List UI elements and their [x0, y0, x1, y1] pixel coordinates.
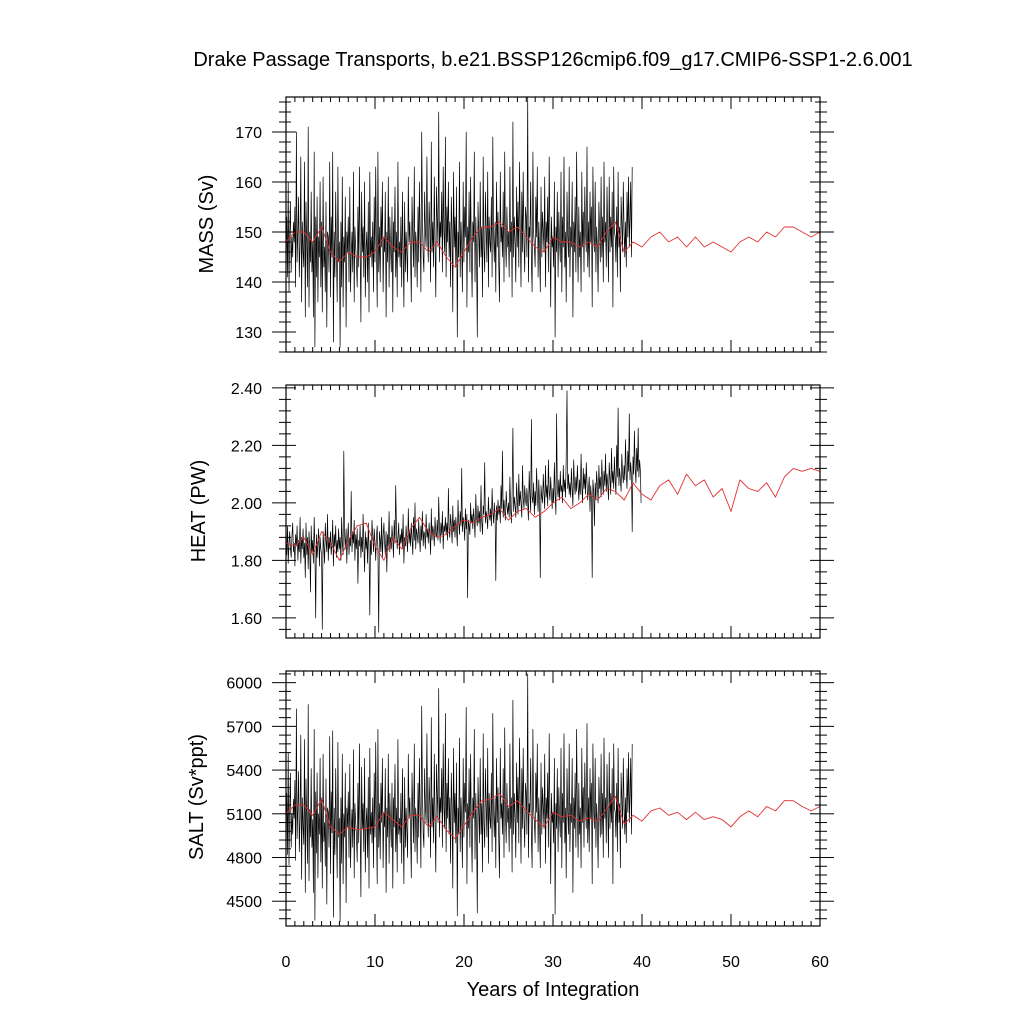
- mass-series-monthly: [285, 96, 633, 348]
- salt-ytick-label: 5400: [226, 763, 262, 780]
- salt-frame: [285, 670, 821, 927]
- salt-ytick-label: 5700: [226, 719, 262, 736]
- heat-series-annual: [285, 467, 821, 561]
- x-axis-label: Years of Integration: [467, 979, 640, 1001]
- heat-ytick-label: 2.00: [231, 496, 262, 513]
- figure-title: Drake Passage Transports, b.e21.BSSP126c…: [193, 49, 912, 71]
- mass-ytick-label: 160: [235, 175, 262, 192]
- salt-ytick-label: 6000: [226, 676, 262, 693]
- mass-ytick-label: 150: [235, 225, 262, 242]
- salt-xtick-label: 0: [282, 954, 291, 971]
- salt-xtick-label: 20: [455, 954, 473, 971]
- ylabel-heat: HEAT (PW): [188, 460, 210, 563]
- heat-ytick-label: 1.60: [231, 611, 262, 628]
- salt-ytick-label: 5100: [226, 807, 262, 824]
- heat-ytick-label: 2.20: [231, 438, 262, 455]
- mass-ytick-label: 130: [235, 325, 262, 342]
- mass-frame: [285, 96, 821, 353]
- salt-xtick-label: 50: [722, 954, 740, 971]
- panel-heat: 1.60 1.80 2.00 2.20 2.40: [231, 381, 834, 639]
- salt-ytick-label: 4800: [226, 851, 262, 868]
- panel-salt: 4500 4800 5100 5400 5700 6000 0 10 20 30 40 50 60: [226, 670, 834, 971]
- heat-series-monthly: [285, 390, 642, 633]
- salt-xtick-label: 60: [811, 954, 829, 971]
- heat-frame: [285, 384, 821, 639]
- salt-ytick-label: 4500: [226, 894, 262, 911]
- mass-ytick-label: 140: [235, 275, 262, 292]
- salt-xtick-label: 30: [544, 954, 562, 971]
- heat-ytick-label: 2.40: [231, 381, 262, 398]
- ylabel-mass: MASS (Sv): [196, 175, 218, 274]
- panel-mass: 130 140 150 160 170: [235, 96, 834, 353]
- salt-series-monthly: [285, 673, 633, 922]
- salt-series-annual: [285, 792, 821, 840]
- mass-series-annual: [285, 221, 821, 268]
- salt-xtick-label: 10: [366, 954, 384, 971]
- heat-ytick-label: 1.80: [231, 553, 262, 570]
- salt-xtick-label: 40: [633, 954, 651, 971]
- mass-ytick-label: 170: [235, 125, 262, 142]
- ylabel-salt: SALT (Sv*ppt): [186, 734, 208, 860]
